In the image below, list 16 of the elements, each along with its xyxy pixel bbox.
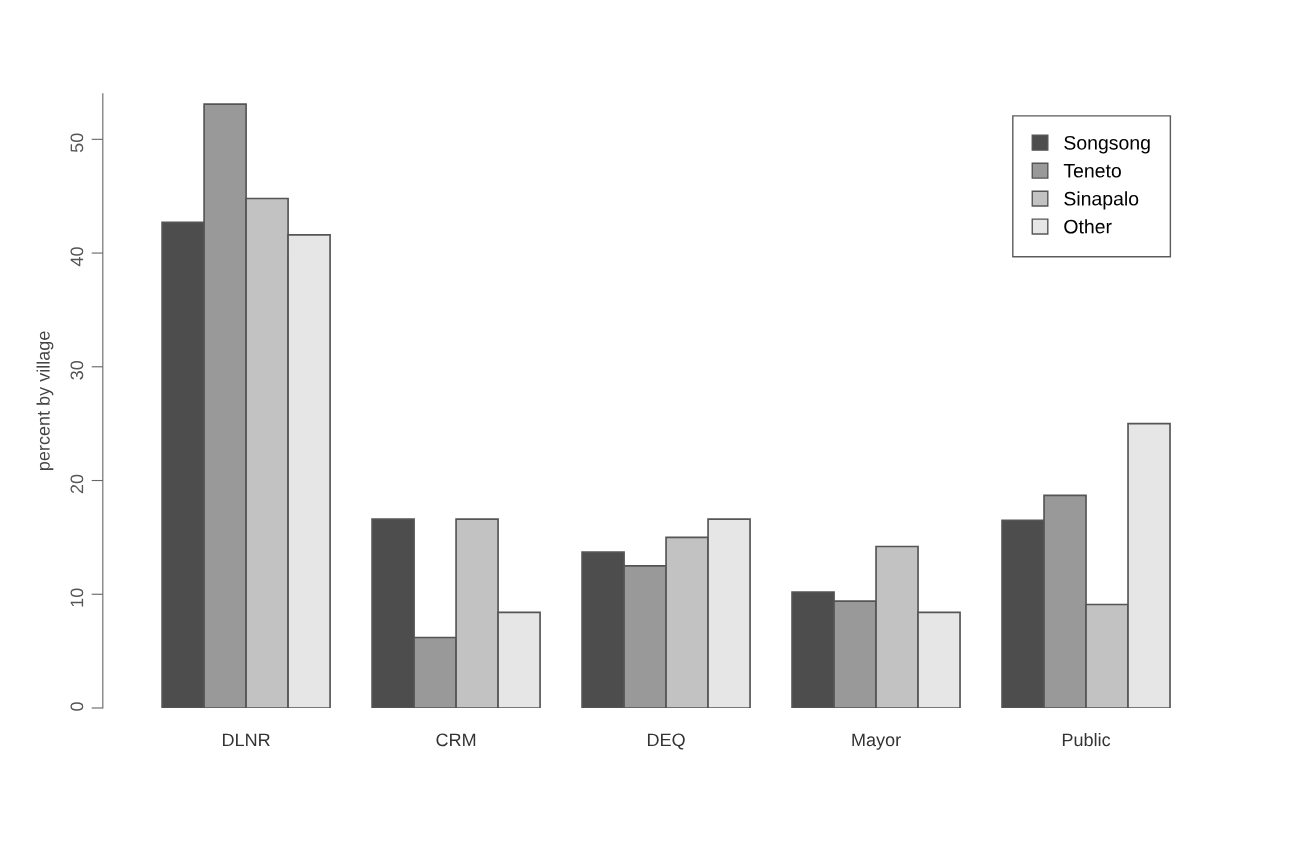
x-tick-label: DEQ [647,733,685,750]
legend-label: Teneto [1063,164,1121,178]
x-tick-label: DLNR [222,733,270,747]
y-tick-label: 50 [70,133,84,153]
y-tick-label: 40 [70,247,84,267]
y-tick-label: 10 [70,588,84,607]
legend-label: Other [1064,219,1112,234]
y-tick-label: 20 [70,474,84,494]
y-tick-label: 0 [70,702,84,711]
x-tick-label: CRM [436,733,476,747]
x-tick-label: Mayor [852,733,901,750]
legend-label: Songsong [1064,135,1150,154]
y-tick-label: 30 [70,360,84,380]
y-axis-title: percent by village [36,331,54,470]
x-tick-label: Public [1062,732,1111,747]
legend-label: Sinapalo [1064,191,1139,210]
